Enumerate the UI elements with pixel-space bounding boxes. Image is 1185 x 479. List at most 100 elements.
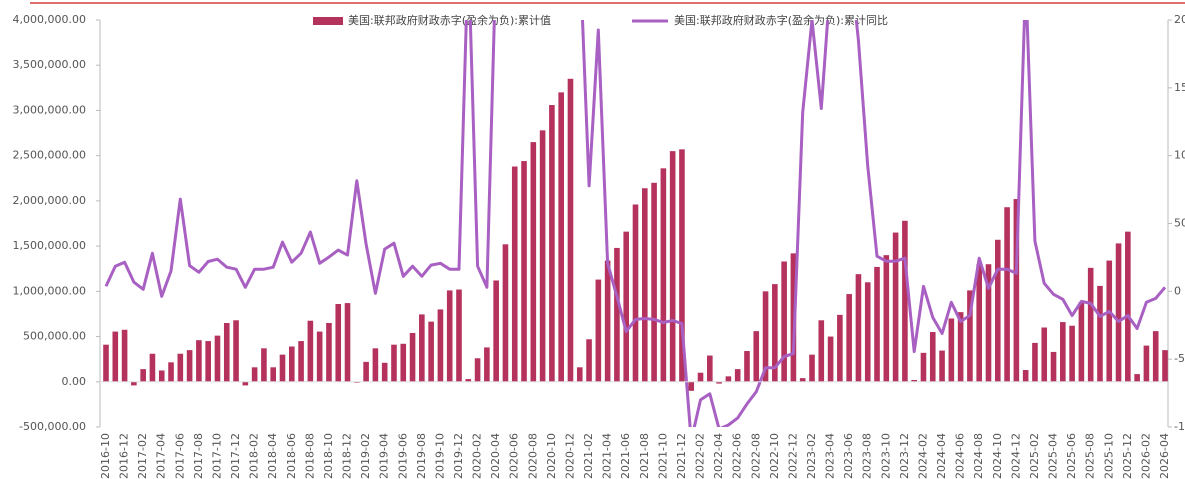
bar xyxy=(223,322,230,382)
bar xyxy=(641,188,648,382)
x-tick-label: 2024-10 xyxy=(991,433,1004,479)
bar xyxy=(530,142,537,382)
y-tick-label: 1,000,000.00 xyxy=(13,284,86,297)
bar xyxy=(270,367,277,382)
bar xyxy=(1004,207,1010,382)
bar xyxy=(725,376,732,382)
bar xyxy=(335,303,342,382)
bar xyxy=(233,320,239,382)
y-tick-label: 0.00 xyxy=(62,375,87,388)
bar xyxy=(186,350,193,382)
bar xyxy=(288,346,295,382)
y2-tick-label: 2000 xyxy=(1174,13,1185,26)
lines xyxy=(104,20,1167,427)
x-tick-label: 2018-02 xyxy=(248,433,261,479)
bar xyxy=(140,369,146,382)
bar xyxy=(1143,345,1150,382)
x-tick-label: 2023-06 xyxy=(842,433,855,479)
bar xyxy=(734,369,741,382)
bar xyxy=(316,331,323,382)
bar xyxy=(465,379,472,382)
x-tick-label: 2026-04 xyxy=(1158,433,1171,479)
bar xyxy=(168,362,174,382)
bar xyxy=(1022,370,1029,382)
bar xyxy=(400,343,407,382)
x-tick-label: 2017-10 xyxy=(210,433,223,479)
line xyxy=(104,20,1167,427)
bar xyxy=(567,78,574,382)
bar xyxy=(772,284,778,382)
bar xyxy=(827,336,834,382)
bar xyxy=(892,232,899,382)
bar xyxy=(1069,325,1075,382)
bar xyxy=(1087,267,1094,382)
x-tick-label: 2020-10 xyxy=(545,433,558,479)
bar xyxy=(920,352,927,382)
bar xyxy=(372,348,379,382)
bar xyxy=(911,379,917,382)
x-tick-label: 2018-10 xyxy=(322,433,335,479)
x-tick-label: 2024-02 xyxy=(916,433,929,479)
y-tick-label: -500,000.00 xyxy=(19,420,86,433)
bar xyxy=(177,353,184,382)
x-tick-label: 2021-02 xyxy=(582,433,595,479)
bar xyxy=(902,220,908,382)
bar xyxy=(158,370,165,382)
x-tick-label: 2019-06 xyxy=(396,433,409,479)
bar xyxy=(307,320,314,382)
y-tick-label: 3,000,000.00 xyxy=(13,103,86,116)
y-tick-label: 1,500,000.00 xyxy=(13,239,86,252)
bar xyxy=(939,350,945,382)
bar xyxy=(196,340,202,382)
bar xyxy=(539,130,546,382)
x-tick-label: 2022-02 xyxy=(694,433,707,479)
x-tick-label: 2016-12 xyxy=(118,433,131,479)
bar xyxy=(1013,199,1020,382)
x-tick-label: 2020-04 xyxy=(489,433,502,479)
x-tick-label: 2023-04 xyxy=(824,433,837,479)
x-tick-label: 2025-12 xyxy=(1121,433,1134,479)
x-tick-label: 2025-04 xyxy=(1047,433,1060,479)
bar xyxy=(1097,285,1103,382)
y2-tick-label: 0 xyxy=(1174,284,1181,297)
y-tick-label: 4,000,000.00 xyxy=(13,13,86,26)
bar xyxy=(864,282,871,382)
bar xyxy=(697,372,704,382)
x-tick-label: 2026-02 xyxy=(1139,433,1152,479)
bar xyxy=(549,105,555,382)
x-tick-label: 2022-06 xyxy=(731,433,744,479)
x-tick-label: 2021-12 xyxy=(675,433,688,479)
x-tick-label: 2023-12 xyxy=(898,433,911,479)
x-tick-label: 2018-08 xyxy=(303,433,316,479)
bar xyxy=(242,381,249,386)
bar xyxy=(326,322,332,382)
bar xyxy=(967,290,973,382)
bar xyxy=(131,381,137,386)
bar xyxy=(846,294,852,382)
x-tick-label: 2020-12 xyxy=(563,433,576,479)
x-tick-label: 2022-04 xyxy=(712,433,725,479)
bar xyxy=(149,353,156,382)
bar xyxy=(762,291,769,382)
x-tick-label: 2019-10 xyxy=(433,433,446,479)
bar xyxy=(614,247,620,382)
x-tick-label: 2019-12 xyxy=(452,433,465,479)
bar xyxy=(1162,350,1168,382)
bar xyxy=(632,204,639,382)
x-tick-label: 2018-06 xyxy=(285,433,298,479)
bar xyxy=(660,168,667,382)
x-tick-label: 2024-08 xyxy=(972,433,985,479)
bar xyxy=(744,351,750,382)
bar xyxy=(279,354,286,382)
bar xyxy=(818,320,825,382)
y-tick-label: 500,000.00 xyxy=(23,330,86,343)
x-tick-label: 2018-04 xyxy=(266,433,279,479)
bar xyxy=(1032,342,1038,382)
x-tick-label: 2019-04 xyxy=(378,433,391,479)
bar xyxy=(1106,260,1113,382)
y2-tick-label: -500 xyxy=(1174,352,1185,365)
bar xyxy=(716,381,722,384)
bar xyxy=(707,355,713,382)
y2-tick-label: 1000 xyxy=(1174,149,1185,162)
